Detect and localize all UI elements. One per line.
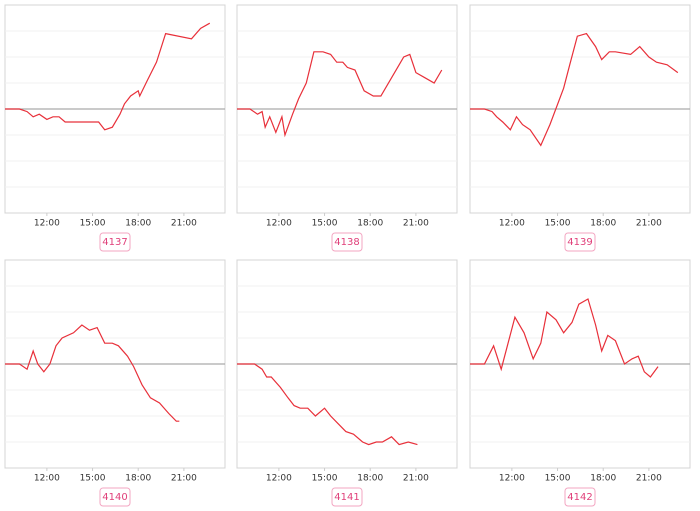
x-tick-label: 12:00 <box>499 474 525 484</box>
x-tick-label: 18:00 <box>357 219 383 229</box>
chart-button-label[interactable]: 4142 <box>567 492 592 503</box>
x-tick-label: 12:00 <box>499 219 525 229</box>
x-tick-label: 15:00 <box>312 474 338 484</box>
series-line <box>5 324 180 422</box>
x-tick-label: 21:00 <box>403 219 429 229</box>
x-tick-label: 15:00 <box>545 219 571 229</box>
series-line <box>237 363 418 446</box>
chart-button-label[interactable]: 4141 <box>334 492 359 503</box>
series-line <box>237 51 443 138</box>
x-tick-label: 12:00 <box>34 219 60 229</box>
x-tick-label: 18:00 <box>590 474 616 484</box>
x-tick-label: 12:00 <box>266 219 292 229</box>
x-tick-label: 18:00 <box>125 219 151 229</box>
chart-button-label[interactable]: 4137 <box>102 237 127 248</box>
x-tick-label: 21:00 <box>403 474 429 484</box>
x-tick-label: 18:00 <box>357 474 383 484</box>
chart-button[interactable] <box>99 232 131 252</box>
x-tick-label: 15:00 <box>312 219 338 229</box>
series-line <box>470 298 659 378</box>
chart-button[interactable] <box>331 232 363 252</box>
x-tick-label: 21:00 <box>171 474 197 484</box>
x-tick-label: 12:00 <box>34 474 60 484</box>
chart-button[interactable] <box>331 487 363 507</box>
x-tick-label: 18:00 <box>590 219 616 229</box>
chart-button[interactable] <box>99 487 131 507</box>
series-line <box>5 22 211 131</box>
x-tick-label: 21:00 <box>171 219 197 229</box>
x-tick-label: 21:00 <box>636 219 662 229</box>
chart-button-label[interactable]: 4140 <box>102 492 127 503</box>
x-tick-label: 21:00 <box>636 474 662 484</box>
x-tick-label: 15:00 <box>80 219 106 229</box>
chart-button[interactable] <box>564 487 596 507</box>
x-tick-label: 12:00 <box>266 474 292 484</box>
x-tick-label: 15:00 <box>80 474 106 484</box>
series-line <box>470 32 679 147</box>
chart-button-label[interactable]: 4138 <box>334 237 359 248</box>
chart-button[interactable] <box>564 232 596 252</box>
chart-button-label[interactable]: 4139 <box>567 237 592 248</box>
x-tick-label: 15:00 <box>545 474 571 484</box>
x-tick-label: 18:00 <box>125 474 151 484</box>
